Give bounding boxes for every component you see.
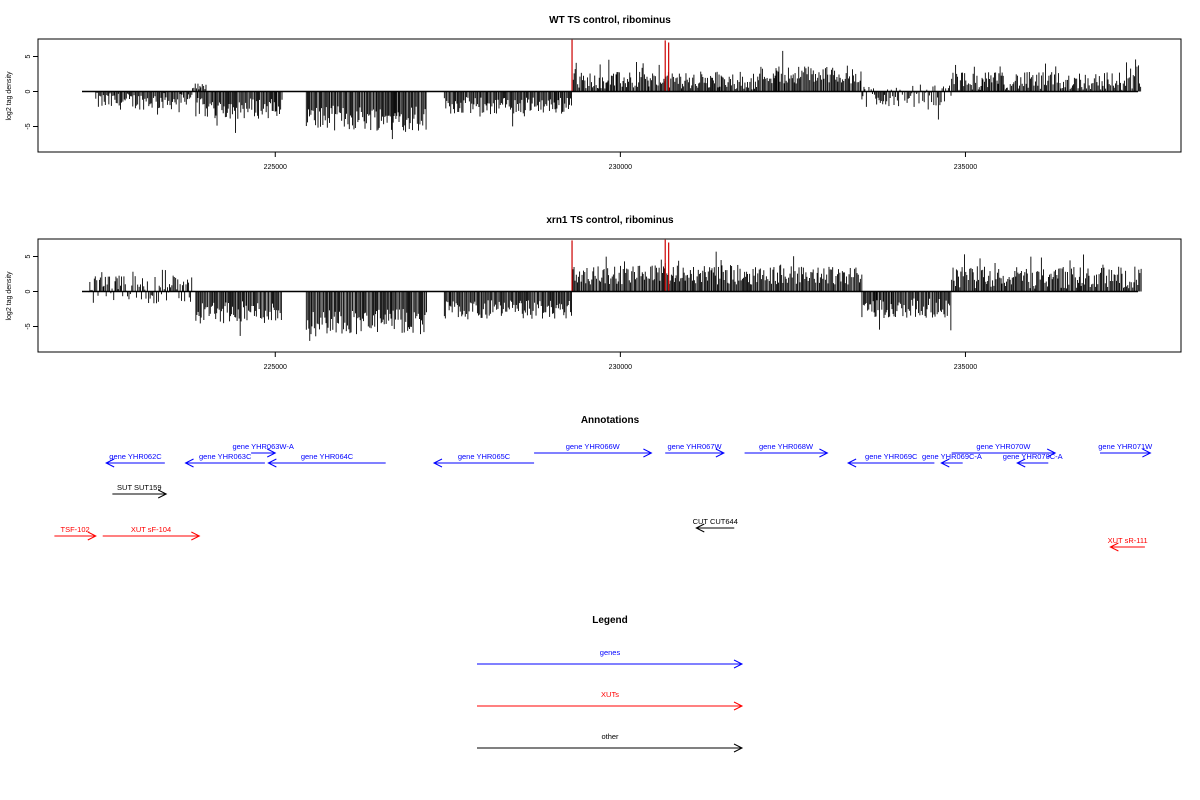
feature-gene: gene YHR063C xyxy=(184,452,265,468)
feature-xut: XUT sR-111 xyxy=(1108,536,1148,552)
arrow-head xyxy=(940,458,950,468)
feature-label: XUT sF-104 xyxy=(131,525,171,534)
feature-gene: gene YHR066W xyxy=(534,442,653,458)
feature-gene: gene YHR064C xyxy=(267,452,386,468)
arrow-head xyxy=(432,458,443,468)
feature-label: gene YHR070W xyxy=(976,442,1031,451)
plot-frame xyxy=(37,238,1182,353)
bar-series xyxy=(82,239,1142,341)
y-axis-label: log2 tag density xyxy=(6,71,13,121)
arrow-head xyxy=(819,448,829,458)
arrow-head xyxy=(695,523,705,533)
arrow-head xyxy=(1109,542,1119,552)
panel-xrn1: xrn1 TS control, ribominus log2 tag dens… xyxy=(6,215,1182,371)
legend-label: other xyxy=(601,732,619,741)
x-tick-label: 225000 xyxy=(264,164,287,171)
y-tick-label: -5 xyxy=(25,123,32,129)
feature-gene: gene YHR070W xyxy=(951,442,1057,458)
feature-label: gene YHR069C-A xyxy=(922,452,982,461)
legend-label: genes xyxy=(600,648,621,657)
bar-series xyxy=(82,39,1142,140)
feature-label: gene YHR065C xyxy=(458,452,511,461)
feature-gene: gene YHR070C-A xyxy=(1003,452,1063,468)
feature-gene: gene YHR071W xyxy=(1098,442,1153,458)
feature-label: gene YHR070C-A xyxy=(1003,452,1063,461)
legend-label: XUTs xyxy=(601,690,619,699)
panel-title: WT TS control, ribominus xyxy=(549,15,671,26)
arrow-head xyxy=(87,531,97,541)
feature-label: gene YHR067W xyxy=(668,442,723,451)
x-tick-label: 230000 xyxy=(609,364,632,371)
feature-label: gene YHR069C xyxy=(865,452,918,461)
y-tick-label: 5 xyxy=(25,54,32,58)
feature-xut: TSF-102 xyxy=(54,525,97,541)
arrow-head xyxy=(191,531,201,541)
x-tick-label: 235000 xyxy=(954,164,977,171)
x-tick-label: 225000 xyxy=(264,364,287,371)
arrow-head xyxy=(1016,458,1026,468)
arrow-head xyxy=(1046,448,1057,458)
legend-item: other xyxy=(477,732,744,753)
feature-other: SUT SUT159 xyxy=(112,483,168,499)
y-tick-label: 5 xyxy=(25,254,32,258)
axes: 5 0 -5 225000 230000 235000 xyxy=(25,54,977,171)
legend-title: Legend xyxy=(592,615,628,626)
feature-gene: gene YHR065C xyxy=(432,452,535,468)
arrow-head xyxy=(733,701,744,711)
feature-label: gene YHR071W xyxy=(1098,442,1153,451)
feature-label: XUT sR-111 xyxy=(1108,536,1148,545)
y-tick-label: -5 xyxy=(25,323,32,329)
feature-other: CUT CUT644 xyxy=(693,517,738,533)
feature-gene: gene YHR069C xyxy=(846,452,935,468)
panel-title: xrn1 TS control, ribominus xyxy=(546,215,674,226)
annotations-title: Annotations xyxy=(581,415,640,426)
x-tick-label: 230000 xyxy=(609,164,632,171)
feature-label: gene YHR063W-A xyxy=(232,442,293,451)
feature-label: TSF-102 xyxy=(61,525,90,534)
legend: Legend genes XUTs other xyxy=(477,615,744,753)
panel-wt: WT TS control, ribominus log2 tag densit… xyxy=(6,15,1182,171)
arrow-head xyxy=(846,458,857,468)
feature-gene: gene YHR069C-A xyxy=(922,452,982,468)
arrow-head xyxy=(267,448,277,458)
arrow-head xyxy=(157,489,168,499)
arrow-head xyxy=(1142,448,1152,458)
axes: 5 0 -5 225000 230000 235000 xyxy=(25,254,977,371)
arrow-head xyxy=(105,458,115,468)
y-tick-label: 0 xyxy=(25,289,32,293)
feature-gene: gene YHR068W xyxy=(744,442,829,458)
arrow-head xyxy=(643,448,653,458)
feature-label: gene YHR064C xyxy=(301,452,354,461)
y-tick-label: 0 xyxy=(25,89,32,93)
feature-gene: gene YHR063W-A xyxy=(232,442,294,458)
legend-item: XUTs xyxy=(477,690,744,711)
arrow-head xyxy=(733,743,744,753)
feature-label: gene YHR062C xyxy=(109,452,162,461)
feature-label: gene YHR066W xyxy=(566,442,621,451)
legend-item: genes xyxy=(477,648,744,669)
arrow-head xyxy=(184,458,194,468)
annotations-track: Annotations gene YHR062C gene YHR063Cgene… xyxy=(54,415,1153,552)
arrow-head xyxy=(715,448,726,458)
legend-items: genes XUTs other xyxy=(477,648,744,753)
y-axis-label: log2 tag density xyxy=(6,271,13,321)
feature-label: gene YHR068W xyxy=(759,442,814,451)
arrow-head xyxy=(267,458,277,468)
feature-label: SUT SUT159 xyxy=(117,483,161,492)
feature-xut: XUT sF-104 xyxy=(102,525,201,541)
feature-gene: gene YHR062C xyxy=(105,452,165,468)
feature-label: gene YHR063C xyxy=(199,452,252,461)
feature-gene: gene YHR067W xyxy=(665,442,726,458)
arrow-head xyxy=(733,659,744,669)
x-tick-label: 235000 xyxy=(954,364,977,371)
plot-frame xyxy=(37,38,1182,153)
feature-label: CUT CUT644 xyxy=(693,517,738,526)
